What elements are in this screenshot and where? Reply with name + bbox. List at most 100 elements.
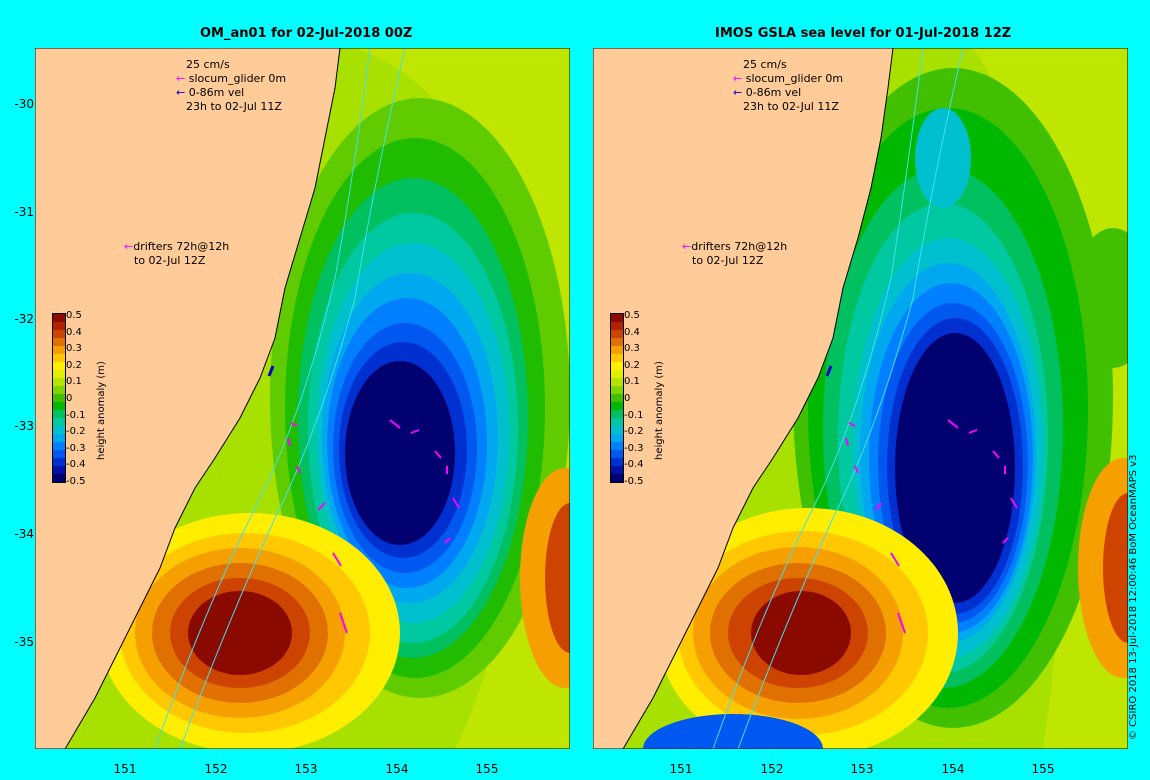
colorbar-swatch [611, 426, 623, 434]
colorbar-swatch [611, 418, 623, 426]
coastline-land [35, 48, 341, 749]
drifter-arrow-icon: ← [124, 240, 134, 253]
colorbar-ticks: 0.5 0.4 0.3 0.2 0.1 0 -0.1 -0.2 -0.3 -0.4 -0.5 [624, 308, 644, 491]
colorbar-swatch [53, 418, 65, 426]
colorbar-swatch [611, 474, 623, 482]
colorbar-swatch [53, 474, 65, 482]
velocity-arrow-icon: ← [733, 86, 743, 99]
colorbar-swatch [611, 346, 623, 354]
lon-tick: 155 [475, 762, 499, 776]
vector-legend: 25 cm/s ← slocum_glider 0m ← 0-86m vel 2… [733, 58, 843, 114]
colorbar-swatch [53, 450, 65, 458]
colorbar-swatch [53, 386, 65, 394]
drifter-arrow-icon: ← [682, 240, 692, 253]
colorbar-tick: 0.2 [66, 359, 82, 371]
colorbar-tick: -0.2 [624, 426, 644, 438]
glider-arrow-icon: ← [733, 72, 743, 85]
colorbar-swatch [611, 434, 623, 442]
colorbar-tick: 0.1 [624, 376, 640, 388]
colorbar-swatch [53, 330, 65, 338]
glider-arrow-icon: ← [176, 72, 186, 85]
copyright-text: © CSIRO 2018 13-Jul-2018 12:00:46 BoM Oc… [1128, 454, 1139, 740]
colorbar-label: height anomaly (m) [654, 361, 665, 460]
lon-tick: 152 [204, 762, 228, 776]
legend-time: 23h to 02-Jul 11Z [743, 100, 839, 113]
drifters-line1: drifters 72h@12h [133, 240, 230, 253]
legend-vel: 0-86m vel [188, 86, 245, 99]
drifter-arrows [287, 419, 460, 634]
legend-glider: slocum_glider 0m [745, 72, 844, 85]
colorbar-swatch [53, 378, 65, 386]
lon-tick: 153 [294, 762, 318, 776]
colorbar-swatch [611, 322, 623, 330]
colorbar-tick: 0.1 [66, 376, 82, 388]
glider-track [267, 365, 275, 377]
colorbar-tick: 0.4 [624, 326, 640, 338]
legend-speed: 25 cm/s [743, 58, 787, 71]
colorbar-ticks: 0.5 0.4 0.3 0.2 0.1 0 -0.1 -0.2 -0.3 -0.4 -0.5 [66, 308, 86, 491]
lon-tick: 152 [760, 762, 784, 776]
colorbar-swatch [611, 330, 623, 338]
colorbar-tick: -0.5 [624, 475, 644, 487]
colorbar-swatch [53, 458, 65, 466]
colorbar-swatch [53, 338, 65, 346]
drifter-legend: ←drifters 72h@12h to 02-Jul 12Z [682, 240, 787, 268]
colorbar-swatch [53, 442, 65, 450]
map-area[interactable] [35, 48, 570, 749]
colorbar-label: height anomaly (m) [96, 361, 107, 460]
colorbar-swatch [53, 354, 65, 362]
lat-tick: -33 [14, 419, 34, 433]
colorbar-swatch [53, 314, 65, 322]
colorbar-swatch [611, 370, 623, 378]
velocity-arrow-icon: ← [176, 86, 186, 99]
warm-patch-east [545, 503, 570, 653]
lon-tick: 154 [385, 762, 409, 776]
sea-level-map [35, 48, 570, 749]
colorbar-swatch [53, 370, 65, 378]
colorbar-swatch [611, 442, 623, 450]
legend-glider: slocum_glider 0m [188, 72, 287, 85]
drifter-legend: ←drifters 72h@12h to 02-Jul 12Z [124, 240, 229, 268]
colorbar-right [610, 313, 624, 483]
panel-title: OM_an01 for 02-Jul-2018 00Z [200, 26, 413, 41]
colorbar-swatch [53, 362, 65, 370]
lon-tick: 151 [113, 762, 137, 776]
lat-tick: -32 [14, 312, 34, 326]
colorbar-swatch [611, 354, 623, 362]
colorbar-swatch [611, 338, 623, 346]
colorbar-tick: 0.5 [624, 310, 640, 321]
colorbar-tick: 0 [66, 392, 73, 404]
colorbar-swatch [53, 466, 65, 474]
colorbar-swatch [53, 394, 65, 402]
colorbar-tick: 0.5 [66, 310, 82, 321]
warm-eddy-core [188, 591, 292, 675]
colorbar-swatch [611, 450, 623, 458]
legend-vel: 0-86m vel [745, 86, 802, 99]
cold-eddy-core [345, 361, 455, 545]
lat-tick: -35 [14, 635, 34, 649]
colorbar-swatch [53, 322, 65, 330]
legend-time: 23h to 02-Jul 11Z [186, 100, 282, 113]
isobath-line [154, 48, 371, 749]
drifters-line2: to 02-Jul 12Z [692, 254, 764, 267]
colorbar-tick: -0.4 [66, 459, 86, 471]
colorbar-tick: 0.2 [624, 359, 640, 371]
vector-legend: 25 cm/s ← slocum_glider 0m ← 0-86m vel 2… [176, 58, 286, 114]
drifters-line1: drifters 72h@12h [691, 240, 788, 253]
panel-title: IMOS GSLA sea level for 01-Jul-2018 12Z [715, 26, 1012, 41]
isobath-line [179, 48, 406, 749]
colorbar-tick: -0.2 [66, 426, 86, 438]
colorbar-tick: -0.5 [66, 475, 86, 487]
legend-speed: 25 cm/s [186, 58, 230, 71]
colorbar-swatch [611, 394, 623, 402]
colorbar-tick: -0.4 [624, 459, 644, 471]
colorbar-swatch [611, 386, 623, 394]
colorbar-tick: -0.1 [66, 409, 86, 421]
colorbar-swatch [611, 362, 623, 370]
colorbar-tick: -0.1 [624, 409, 644, 421]
map-area[interactable] [593, 48, 1128, 749]
colorbar-swatch [611, 410, 623, 418]
colorbar-left [52, 313, 66, 483]
colorbar-tick: -0.3 [66, 442, 86, 454]
lon-tick: 155 [1031, 762, 1055, 776]
